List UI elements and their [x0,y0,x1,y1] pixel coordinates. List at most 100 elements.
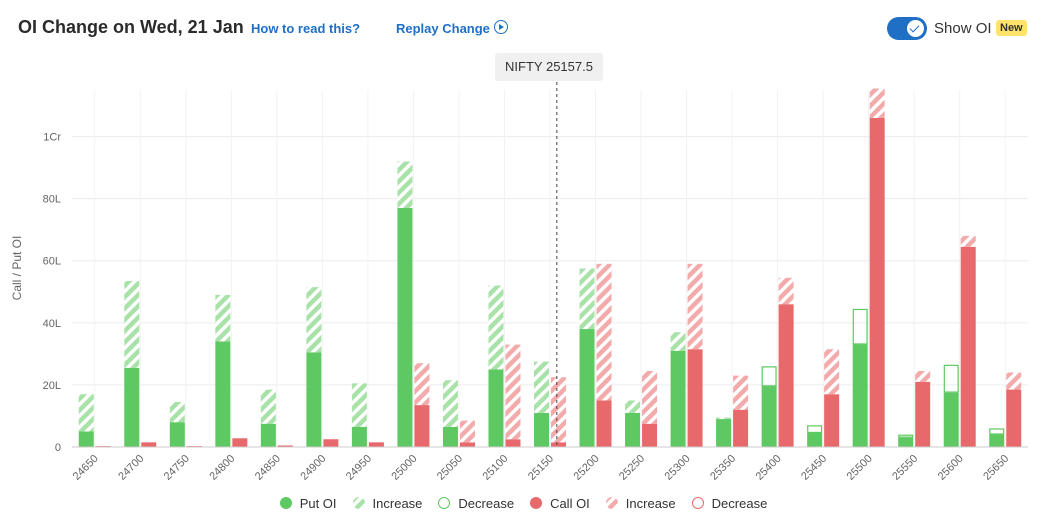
y-tick-label: 0 [55,442,61,454]
put-oi-bar [716,419,732,447]
play-circle-icon[interactable] [494,20,508,34]
put-oi-bar [488,369,504,447]
bars [78,88,1022,447]
x-tick-label: 25100 [480,453,510,483]
call-oi-bar [733,409,749,447]
x-tick-label: 24950 [344,453,374,483]
spot-price-tag: NIFTY 25157.5 [495,53,603,81]
call-increase-bar [824,349,840,395]
y-tick-label: 60L [43,256,61,268]
put-oi-bar [351,426,367,447]
chart-header: OI Change on Wed, 21 Jan How to read thi… [0,0,1047,58]
y-tick-label: 40L [43,318,61,330]
put-increase-bar [442,380,458,427]
x-tick-label: 25450 [799,453,829,483]
call-increase-bar [551,377,566,443]
legend-item-put-increase[interactable]: Increase [352,495,423,511]
legend-item-put-decrease[interactable]: Decrease [438,496,514,511]
call-oi-bar [551,442,566,447]
call-oi-bar [141,442,157,447]
call-increase-bar [960,235,976,247]
how-to-read-link[interactable]: How to read this? [251,21,361,36]
call-increase-bar [459,420,475,443]
x-tick-label: 24750 [162,453,192,483]
call-oi-bar [687,349,703,447]
legend-label: Put OI [299,495,337,511]
y-tick-label: 1Cr [43,132,61,144]
call-increase-bar [778,277,794,305]
put-decrease-bar [761,366,777,387]
legend-swatch [279,497,292,509]
check-icon [907,20,924,37]
call-oi-bar [915,381,931,447]
x-tick-label: 25000 [389,453,419,483]
x-tick-label: 25050 [435,453,465,483]
x-tick-label: 24800 [207,453,237,483]
call-oi-bar [414,405,430,447]
x-tick-label: 24850 [253,453,283,483]
put-increase-bar [306,287,322,353]
legend-label: Increase [625,495,676,511]
x-tick-label: 25200 [572,453,602,483]
x-tick-label: 24700 [116,453,146,483]
put-decrease-bar [852,308,868,345]
x-tick-label: 25300 [663,453,693,483]
grid-lines [72,90,1028,448]
call-increase-bar [869,88,885,118]
put-increase-bar [78,394,94,432]
call-oi-bar [459,442,475,447]
put-oi-bar [260,423,276,447]
legend-item-put-oi[interactable]: Put OI [279,495,337,511]
call-increase-bar [505,344,521,440]
put-oi-bar [989,434,1005,447]
legend-swatch [691,497,704,509]
put-oi-bar [807,433,823,447]
put-increase-bar [351,383,367,427]
put-increase-bar [124,280,140,368]
call-oi-bar [778,304,794,447]
put-decrease-bar [898,434,914,438]
call-oi-bar [505,439,521,447]
put-oi-bar [215,341,231,447]
call-increase-bar [596,263,612,401]
put-oi-bar [670,350,686,447]
x-tick-label: 25500 [845,453,875,483]
call-increase-bar [1006,372,1022,390]
put-decrease-bar [989,428,1005,435]
page-title: OI Change on Wed, 21 Jan [18,17,244,37]
call-oi-bar [323,439,339,447]
put-increase-bar [260,389,276,424]
put-increase-bar [215,294,231,342]
put-increase-bar [716,417,732,420]
y-axis-label: Call / Put OI [10,236,24,301]
y-tick-label: 80L [43,194,61,206]
put-decrease-bar [807,425,823,434]
legend-swatch [530,497,543,509]
legend-item-call-increase[interactable]: Increase [605,495,676,511]
put-increase-bar [579,268,595,330]
call-oi-bar [1006,389,1022,447]
legend-item-call-decrease[interactable]: Decrease [691,496,767,511]
show-oi-toggle[interactable] [887,17,927,40]
call-oi-bar [869,117,885,447]
call-oi-bar [596,400,612,447]
put-increase-bar [670,332,686,351]
call-increase-bar [642,370,658,424]
legend: Put OI Increase Decrease Call OI Increas… [0,494,1047,512]
put-increase-bar [397,161,413,208]
x-tick-label: 25550 [890,453,920,483]
put-oi-bar [579,329,595,447]
put-oi-bar [306,352,322,447]
put-oi-bar [169,422,185,447]
legend-item-call-oi[interactable]: Call OI [530,496,590,511]
x-tick-label: 25350 [708,453,738,483]
put-oi-bar [943,392,959,447]
put-oi-bar [397,207,413,447]
replay-change-link[interactable]: Replay Change [396,21,490,36]
put-increase-bar [534,361,549,413]
x-tick-label: 25650 [981,453,1011,483]
put-oi-bar [78,431,94,447]
put-oi-bar [761,386,777,447]
legend-label: Increase [372,495,423,511]
